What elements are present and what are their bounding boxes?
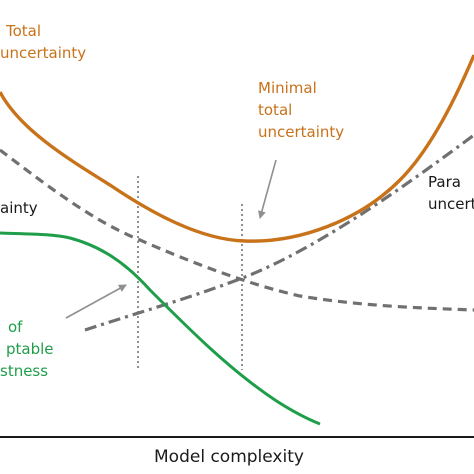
total-uncertainty-curve xyxy=(0,54,474,243)
minimal-line-1: Minimal xyxy=(258,79,317,97)
model-uncertainty-curve xyxy=(0,148,474,312)
total-uncertainty-line-2: uncertainty xyxy=(0,44,87,62)
minimal-total-uncertainty-label: Minimal total uncertainty xyxy=(258,77,344,143)
robustness-arrow xyxy=(65,284,127,319)
robustness-line-1: of xyxy=(8,318,23,336)
minimal-line-3: uncertainty xyxy=(258,123,345,141)
parameter-line-2: uncert xyxy=(428,195,474,213)
total-uncertainty-line-1: Total xyxy=(6,22,42,40)
parameter-uncertainty-label: Para uncert xyxy=(428,171,474,215)
total-uncertainty-label: Total uncertainty xyxy=(0,20,86,64)
robustness-line-2: ptable xyxy=(6,340,54,358)
model-uncertainty-label: ainty xyxy=(0,199,38,217)
minimal-line-2: total xyxy=(258,101,293,119)
x-axis-label: Model complexity xyxy=(154,447,304,467)
minimal-uncertainty-arrow xyxy=(258,159,277,219)
parameter-line-1: Para xyxy=(428,173,461,191)
robustness-line-3: stness xyxy=(0,362,49,380)
robustness-curve xyxy=(0,231,321,426)
parameter-uncertainty-curve xyxy=(84,133,474,332)
acceptable-robustness-label: of ptable stness xyxy=(0,316,54,382)
